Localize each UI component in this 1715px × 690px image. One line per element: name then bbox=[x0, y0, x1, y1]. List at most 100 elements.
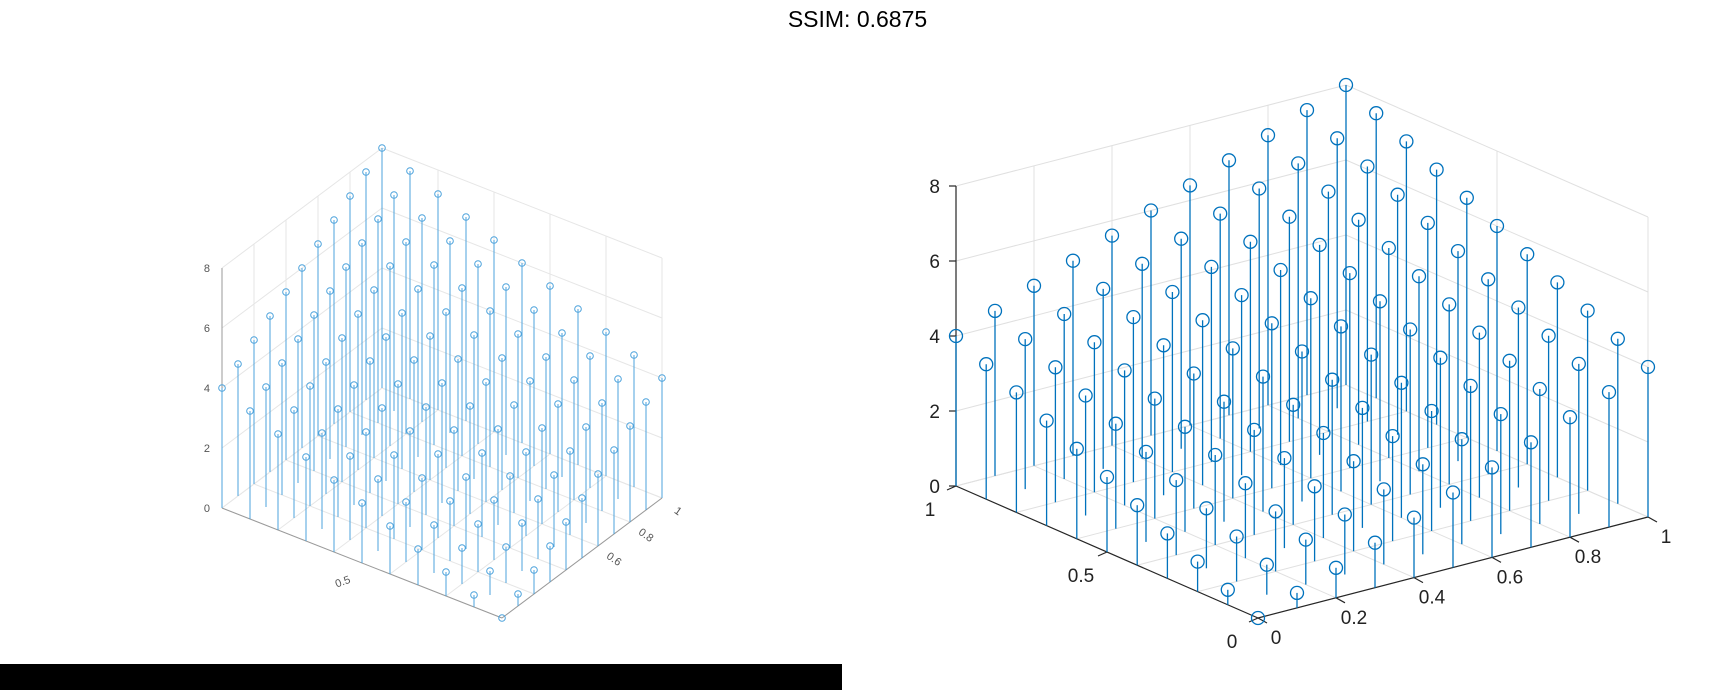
stem-marker bbox=[1403, 322, 1418, 337]
stem-marker bbox=[362, 428, 370, 436]
stem-marker bbox=[1078, 388, 1093, 403]
stem-marker bbox=[454, 355, 462, 363]
stem-marker bbox=[1190, 554, 1205, 569]
stem-marker bbox=[522, 448, 530, 456]
stem-marker bbox=[458, 544, 466, 552]
stem-marker bbox=[526, 377, 534, 385]
stem-marker bbox=[1199, 501, 1214, 516]
stem-marker bbox=[562, 518, 570, 526]
stem-marker bbox=[1117, 363, 1132, 378]
stem-marker bbox=[614, 375, 622, 383]
stem-marker bbox=[390, 451, 398, 459]
stem-marker bbox=[1571, 356, 1586, 372]
stem-marker bbox=[1511, 300, 1526, 315]
stem-marker bbox=[374, 475, 382, 483]
stem-marker bbox=[490, 496, 498, 504]
stem-marker bbox=[1562, 410, 1578, 425]
stem-marker bbox=[498, 354, 506, 362]
stem-marker bbox=[278, 359, 286, 367]
stem-marker bbox=[610, 446, 618, 454]
x-tick bbox=[1335, 597, 1346, 604]
stem-marker bbox=[630, 351, 638, 359]
z-tick-label: 6 bbox=[204, 323, 210, 335]
stem-marker bbox=[302, 453, 310, 461]
x-tick-label: 0.4 bbox=[1419, 588, 1446, 609]
x-tick-label: 0 bbox=[1271, 628, 1282, 649]
x-tick bbox=[1491, 556, 1502, 563]
stem-marker bbox=[1229, 529, 1244, 544]
stem-marker bbox=[370, 286, 378, 294]
stem-marker bbox=[438, 379, 446, 387]
stem-marker bbox=[1312, 237, 1327, 253]
stem-marker bbox=[574, 305, 582, 313]
stem-marker bbox=[1330, 131, 1345, 146]
stem-marker bbox=[626, 422, 634, 430]
stem-marker bbox=[1459, 190, 1474, 205]
stem-marker bbox=[1445, 485, 1461, 500]
stem-marker bbox=[658, 374, 666, 382]
x-tick-label: 1 bbox=[1661, 527, 1672, 548]
stem-marker bbox=[442, 308, 450, 316]
stem-marker bbox=[494, 425, 502, 433]
stem-marker bbox=[1277, 450, 1292, 466]
stem-marker bbox=[1039, 413, 1054, 428]
stem-marker bbox=[450, 426, 458, 434]
stem-marker bbox=[1316, 425, 1331, 441]
stem-marker bbox=[1259, 557, 1274, 572]
stem-marker bbox=[442, 568, 450, 576]
stem-marker bbox=[290, 406, 298, 414]
stem-marker bbox=[1298, 532, 1313, 547]
stem-marker bbox=[1216, 394, 1232, 409]
stem-marker bbox=[570, 376, 578, 384]
stem-marker bbox=[262, 383, 270, 391]
y-tick bbox=[1097, 551, 1108, 557]
stem-marker bbox=[1351, 212, 1366, 227]
stem-marker bbox=[1174, 231, 1189, 246]
stem-marker bbox=[546, 542, 554, 550]
stem-marker bbox=[434, 450, 442, 458]
stem-marker bbox=[414, 545, 422, 553]
x-tick bbox=[1257, 617, 1268, 624]
stem-marker bbox=[514, 330, 522, 338]
stem-marker bbox=[1463, 378, 1478, 394]
z-tick-label: 0 bbox=[204, 503, 210, 515]
stem-marker bbox=[1502, 353, 1517, 368]
stem-marker bbox=[394, 380, 402, 388]
stem-marker bbox=[1424, 403, 1439, 419]
stem-marker bbox=[422, 403, 430, 411]
stem-marker bbox=[298, 264, 306, 272]
stem-marker bbox=[1234, 287, 1249, 303]
stem-marker bbox=[1406, 510, 1422, 525]
stem-marker bbox=[390, 191, 398, 199]
stem-marker bbox=[478, 449, 486, 457]
stem-marker bbox=[1291, 156, 1306, 171]
z-tick-label: 2 bbox=[204, 443, 210, 455]
stem-marker bbox=[486, 307, 494, 315]
stem-marker bbox=[234, 360, 242, 368]
stem-marker bbox=[538, 424, 546, 432]
stem-marker bbox=[218, 384, 226, 392]
stem-marker bbox=[1550, 275, 1565, 290]
stem-marker bbox=[1143, 203, 1159, 218]
stem-marker bbox=[378, 404, 386, 412]
z-tick-label: 8 bbox=[929, 177, 940, 198]
stem-marker bbox=[1520, 247, 1535, 262]
stem-marker bbox=[1442, 297, 1457, 312]
stem-marker bbox=[1355, 400, 1370, 416]
stem-marker bbox=[1026, 278, 1042, 293]
stem-marker bbox=[1177, 419, 1193, 434]
stem-marker bbox=[530, 306, 538, 314]
stem-marker bbox=[402, 498, 410, 506]
stem-marker bbox=[482, 378, 490, 386]
stem-marker bbox=[322, 358, 330, 366]
stem-marker bbox=[362, 168, 370, 176]
stem-marker bbox=[318, 429, 326, 437]
stem-marker bbox=[1523, 435, 1539, 450]
stem-marker bbox=[558, 329, 566, 337]
stem-marker bbox=[1069, 441, 1084, 456]
stem-marker bbox=[470, 591, 478, 599]
stem-marker bbox=[282, 288, 290, 296]
stem-marker bbox=[1009, 385, 1024, 400]
stem-marker bbox=[462, 473, 470, 481]
stem-marker bbox=[1325, 372, 1340, 387]
